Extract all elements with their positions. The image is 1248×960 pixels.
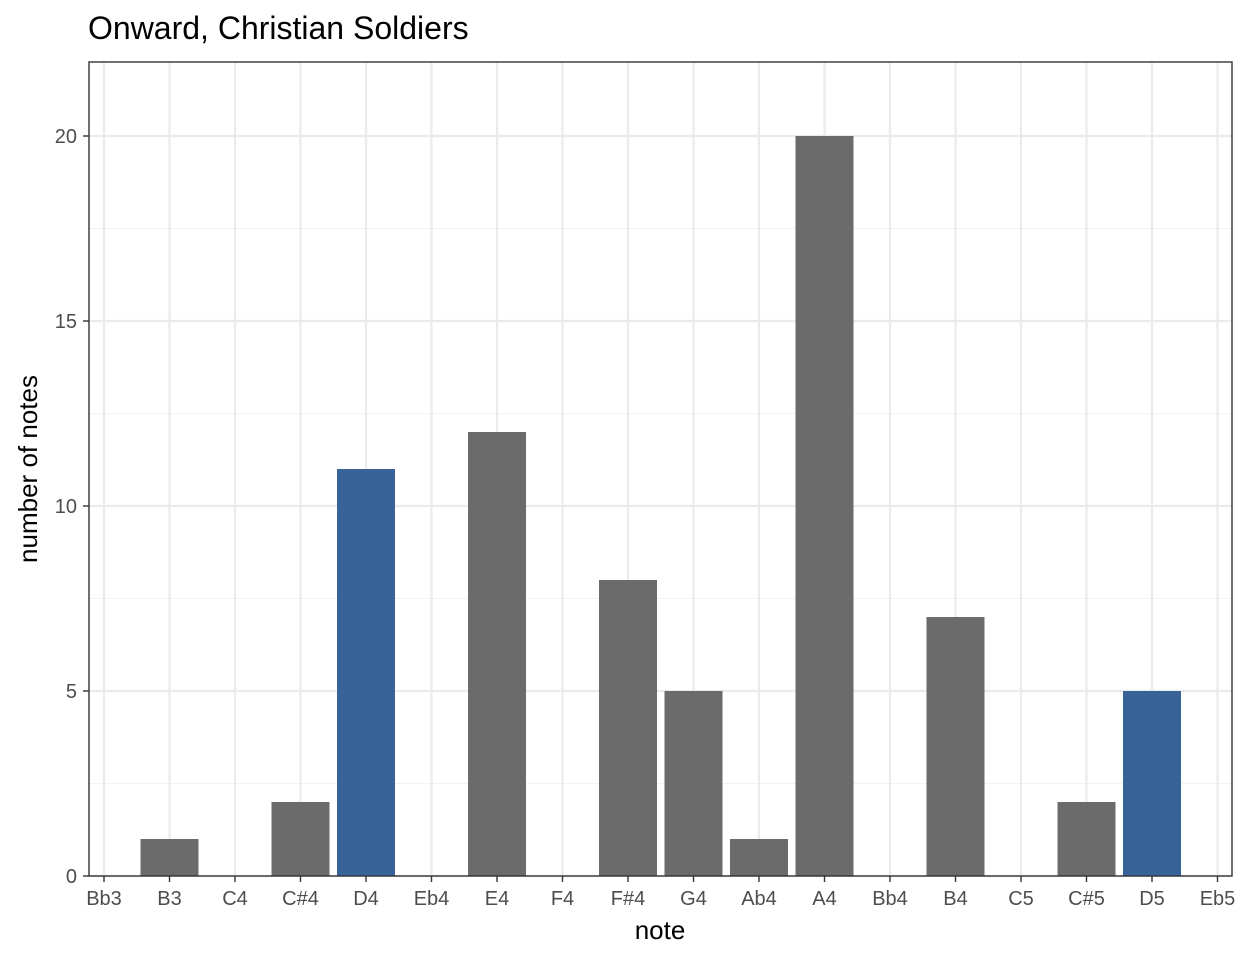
bar-F#4 <box>599 580 657 876</box>
y-tick-label: 0 <box>66 866 77 888</box>
x-tick-label: Bb4 <box>872 888 908 910</box>
y-axis-title: number of notes <box>13 375 43 563</box>
panel-background <box>89 62 1232 876</box>
bar-C#4 <box>271 802 330 876</box>
x-tick-label: B3 <box>157 888 181 910</box>
panel-border <box>88 61 1233 877</box>
x-axis: Bb3 B3 C4 C#4 D4 Eb4 E4 F4 F#4 G4 Ab4 A4 Bb4 B4 C5 C#5 D… <box>86 876 1235 910</box>
bar-B4 <box>926 617 985 876</box>
x-tick-label: Eb5 <box>1200 888 1236 910</box>
x-tick-label: C4 <box>222 888 248 910</box>
bars <box>140 136 1181 876</box>
bar-C#5 <box>1057 802 1116 876</box>
bar-D5 <box>1123 691 1181 876</box>
chart-title: Onward, Christian Soldiers <box>88 10 469 46</box>
y-tick-label: 15 <box>55 311 77 333</box>
x-tick-label: Bb3 <box>86 888 122 910</box>
x-tick-label: C#5 <box>1068 888 1105 910</box>
y-tick-label: 20 <box>55 126 77 148</box>
plot-panel <box>88 61 1233 878</box>
x-tick-label: C#4 <box>282 888 319 910</box>
y-tick-label: 5 <box>66 681 77 703</box>
x-tick-label: A4 <box>812 888 836 910</box>
bar-A4 <box>795 136 854 876</box>
x-tick-label: F4 <box>551 888 574 910</box>
y-tick-label: 10 <box>55 496 77 518</box>
x-tick-label: F#4 <box>611 888 645 910</box>
bar-D4 <box>337 469 395 876</box>
bar-Ab4 <box>730 839 788 876</box>
x-tick-label: Ab4 <box>741 888 777 910</box>
x-tick-label: C5 <box>1008 888 1034 910</box>
x-axis-title: note <box>635 915 686 945</box>
x-tick-label: Eb4 <box>414 888 450 910</box>
bar-E4 <box>468 432 526 876</box>
x-tick-label: B4 <box>943 888 967 910</box>
y-axis: 0 5 10 15 20 <box>55 126 89 888</box>
bar-G4 <box>664 691 723 876</box>
x-tick-label: E4 <box>485 888 509 910</box>
x-tick-label: G4 <box>680 888 707 910</box>
bar-B3 <box>140 839 199 876</box>
x-tick-label: D5 <box>1139 888 1165 910</box>
x-tick-label: D4 <box>353 888 379 910</box>
